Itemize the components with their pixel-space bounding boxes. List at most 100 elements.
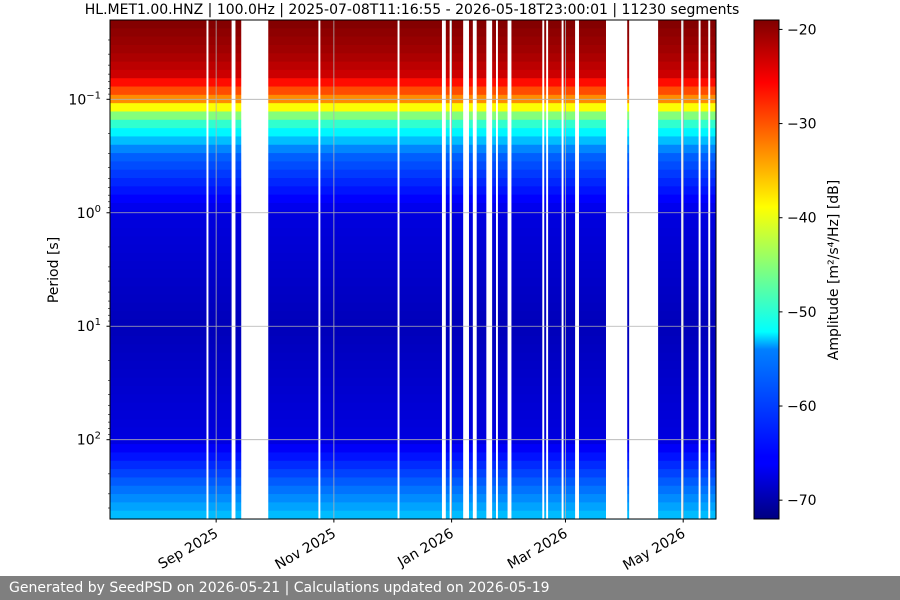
heatmap-band — [110, 20, 716, 29]
data-gap — [472, 20, 477, 519]
x-tick-label: Sep 2025 — [156, 526, 222, 573]
heatmap-band — [110, 169, 716, 179]
heatmap-band — [110, 319, 716, 329]
data-gap — [629, 20, 659, 519]
heatmap-band — [110, 119, 716, 129]
heatmap-band — [110, 194, 716, 204]
heatmap-band — [110, 452, 716, 462]
heatmap-band — [110, 61, 716, 71]
heatmap-band — [110, 211, 716, 221]
data-gap — [206, 20, 209, 519]
x-tick-label: Mar 2026 — [505, 526, 571, 573]
heatmap-band — [110, 435, 716, 445]
colorbar-tick-label: −40 — [787, 211, 817, 227]
footer-text: Generated by SeedPSD on 2026-05-21 | Cal… — [9, 580, 550, 596]
heatmap-band — [110, 352, 716, 362]
data-gap — [318, 20, 321, 519]
data-gap — [681, 20, 684, 519]
heatmap-band — [110, 78, 716, 88]
heatmap-band — [110, 269, 716, 279]
heatmap-band — [110, 369, 716, 379]
colorbar-tick-label: −60 — [787, 399, 817, 415]
heatmap-band — [110, 444, 716, 454]
data-gap — [441, 20, 446, 519]
colorbar-tick-label: −30 — [787, 117, 817, 133]
data-gap — [463, 20, 469, 519]
spectrogram-heatmap — [110, 20, 716, 520]
plot-frame — [109, 19, 717, 520]
data-gap — [575, 20, 579, 519]
y-tick-label: 100 — [77, 204, 101, 222]
y-tick-label: 102 — [77, 431, 101, 449]
heatmap-band — [110, 28, 716, 38]
y-tick-label: 101 — [77, 317, 101, 335]
data-gap — [231, 20, 236, 519]
plot-area — [109, 19, 717, 520]
data-gap — [486, 20, 493, 519]
grid-lines — [110, 20, 716, 519]
y-axis-label: Period [s] — [46, 237, 62, 303]
data-gap — [542, 20, 545, 519]
data-gap — [507, 20, 512, 519]
heatmap-band — [110, 261, 716, 271]
heatmap-band — [110, 485, 716, 495]
heatmap-band — [110, 410, 716, 420]
heatmap-band — [110, 477, 716, 487]
colorbar-label: Amplitude [m²/s⁴/Hz] [dB] — [826, 180, 842, 360]
heatmap-band — [110, 394, 716, 404]
heatmap-band — [110, 44, 716, 54]
x-tick-label: May 2026 — [620, 526, 688, 574]
heatmap-band — [110, 344, 716, 354]
heatmap-band — [110, 460, 716, 470]
heatmap-band — [110, 219, 716, 229]
data-gap — [397, 20, 400, 519]
heatmap-band — [110, 186, 716, 196]
heatmap-band — [110, 161, 716, 171]
heatmap-band — [110, 427, 716, 437]
data-gap — [698, 20, 701, 519]
y-tick-label: 10−1 — [68, 90, 101, 108]
psd-chart: HL.MET1.00.HNZ | 100.0Hz | 2025-07-08T11… — [46, 2, 842, 574]
heatmap-band — [110, 494, 716, 503]
data-gap — [605, 20, 628, 519]
heatmap-band — [110, 178, 716, 187]
footer-bar: Generated by SeedPSD on 2026-05-21 | Cal… — [0, 576, 900, 600]
heatmap-band — [110, 36, 716, 46]
colorbar-tick-label: −50 — [787, 305, 817, 321]
heatmap-band — [110, 502, 716, 512]
heatmap-band — [110, 69, 716, 79]
colorbar: −20 −30 −40 −50 −60 −70 Amplitude [m²/s⁴/Hz] … — [753, 19, 842, 520]
heatmap-band — [110, 136, 716, 146]
heatmap-band — [110, 302, 716, 312]
heatmap-band — [110, 385, 716, 395]
x-tick-label: Nov 2025 — [272, 526, 338, 574]
data-gap — [708, 20, 711, 519]
heatmap-band — [110, 252, 716, 262]
data-gap — [449, 20, 452, 519]
heatmap-band — [110, 227, 716, 237]
chart-title: HL.MET1.00.HNZ | 100.0Hz | 2025-07-08T11… — [85, 2, 740, 18]
heatmap-band — [110, 144, 716, 154]
heatmap-band — [110, 103, 716, 113]
y-axis: 10−1 100 101 102 — [68, 39, 110, 509]
heatmap-band — [110, 111, 716, 121]
data-gap — [241, 20, 269, 519]
heatmap-band — [110, 244, 716, 254]
colorbar-gradient — [753, 19, 780, 520]
heatmap-band — [110, 236, 716, 246]
heatmap-band — [110, 53, 716, 63]
heatmap-band — [110, 277, 716, 287]
x-tick-label: Jan 2026 — [394, 526, 456, 571]
heatmap-band — [110, 202, 716, 212]
heatmap-band — [110, 377, 716, 387]
colorbar-ticks: −20 −30 −40 −50 −60 −70 — [779, 22, 817, 509]
data-gaps — [206, 20, 711, 519]
heatmap-band — [110, 336, 716, 345]
data-gap — [546, 20, 549, 519]
heatmap-band — [110, 286, 716, 296]
data-gap — [561, 20, 564, 519]
heatmap-band — [110, 86, 716, 96]
x-axis: Sep 2025 Nov 2025 Jan 2026 Mar 2026 May 2026 — [156, 519, 688, 574]
heatmap-band — [110, 327, 716, 337]
heatmap-band — [110, 469, 716, 479]
